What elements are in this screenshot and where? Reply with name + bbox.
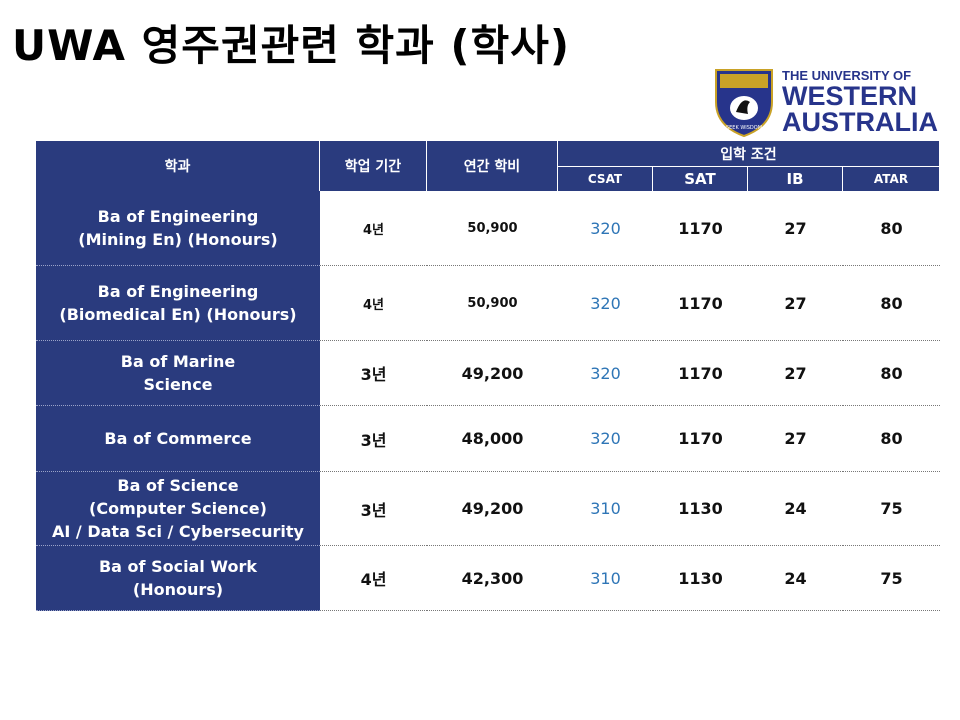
table-cell: 320	[558, 341, 653, 406]
table-cell: 1170	[653, 191, 748, 266]
program-name-line: (Mining En) (Honours)	[78, 230, 278, 249]
university-logo: SEEK WISDOM THE UNIVERSITY OF WESTERN AU…	[712, 66, 942, 138]
table-cell: 320	[558, 266, 653, 341]
table-cell: 320	[558, 406, 653, 472]
table-cell: 80	[843, 341, 940, 406]
program-name: Ba of Engineering (Mining En) (Honours)	[36, 191, 320, 266]
header-cell: 학과	[36, 141, 320, 191]
subheader-cell: SAT	[653, 166, 748, 191]
program-name: Ba of Marine Science	[36, 341, 320, 406]
table-cell: 42,300	[427, 546, 558, 611]
program-name-line: Ba of Marine	[120, 352, 236, 371]
table-cell: 49,200	[427, 341, 558, 406]
logo-line: THE UNIVERSITY OF	[782, 68, 912, 83]
program-name: Ba of Science (Computer Science) AI / Data…	[36, 472, 320, 546]
program-name-line: Ba of Engineering	[97, 207, 259, 226]
logo-line: AUSTRALIA	[782, 107, 938, 137]
program-name: Ba of Social Work (Honours)	[36, 546, 320, 611]
program-name-line: AI / Data Sci / Cybersecurity	[52, 522, 304, 541]
header-cell: 입학 조건	[558, 141, 940, 166]
table-cell: 4년	[320, 266, 427, 341]
table-cell: 75	[843, 472, 940, 546]
table-cell: 4년	[320, 546, 427, 611]
header-cell: 학업 기간	[320, 141, 427, 191]
table-cell: 80	[843, 191, 940, 266]
table-cell: 27	[748, 406, 843, 472]
subheader-cell: CSAT	[558, 166, 653, 191]
crest-motto: SEEK WISDOM	[726, 125, 762, 131]
table-cell: 50,900	[427, 191, 558, 266]
program-name-line: (Biomedical En) (Honours)	[59, 305, 297, 324]
table-cell: 1170	[653, 341, 748, 406]
table-cell: 27	[748, 191, 843, 266]
table-cell: 1170	[653, 266, 748, 341]
table-cell: 48,000	[427, 406, 558, 472]
table-cell: 3년	[320, 406, 427, 472]
subheader-cell: IB	[748, 166, 843, 191]
table-cell: 310	[558, 546, 653, 611]
table-cell: 80	[843, 406, 940, 472]
table-cell: 75	[843, 546, 940, 611]
table-cell: 3년	[320, 341, 427, 406]
logo-line: WESTERN	[782, 81, 917, 111]
program-name-line: Ba of Science	[117, 476, 239, 495]
table-cell: 50,900	[427, 266, 558, 341]
header-cell: 연간 학비	[427, 141, 558, 191]
table-cell: 80	[843, 266, 940, 341]
table-cell: 27	[748, 266, 843, 341]
table-cell: 1130	[653, 472, 748, 546]
table-cell: 3년	[320, 472, 427, 546]
program-name-line: Ba of Engineering	[97, 282, 259, 301]
table: 학과 학업 기간 연간 학비 입학 조건 CSAT SAT IB ATAR Ba of Engi…	[36, 141, 940, 611]
table-cell: 1170	[653, 406, 748, 472]
table-cell: 24	[748, 546, 843, 611]
program-name: Ba of Engineering (Biomedical En) (Honour…	[36, 266, 320, 341]
table-cell: 310	[558, 472, 653, 546]
program-name-line: (Honours)	[132, 580, 224, 599]
table-cell: 49,200	[427, 472, 558, 546]
table-cell: 4년	[320, 191, 427, 266]
program-name-line: (Computer Science)	[89, 499, 267, 518]
slide-title: UWA 영주권관련 학과 (학사)	[12, 21, 571, 70]
table-cell: 27	[748, 341, 843, 406]
crest: SEEK WISDOM	[715, 69, 773, 138]
program-name-line: Science	[143, 375, 213, 394]
table-cell: 1130	[653, 546, 748, 611]
program-name: Ba of Commerce	[36, 406, 320, 472]
table-cell: 24	[748, 472, 843, 546]
program-name-line: Ba of Commerce	[104, 429, 252, 448]
subheader-cell: ATAR	[843, 166, 940, 191]
program-name-line: Ba of Social Work	[98, 557, 258, 576]
table-cell: 320	[558, 191, 653, 266]
